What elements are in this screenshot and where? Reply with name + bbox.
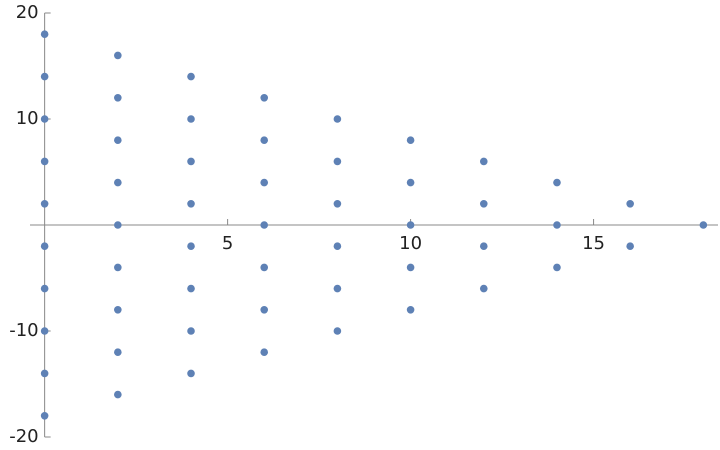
point bbox=[187, 284, 195, 293]
point bbox=[406, 306, 415, 314]
point bbox=[260, 94, 269, 102]
point bbox=[333, 327, 342, 335]
y-tick-label: -10 bbox=[9, 320, 38, 341]
point bbox=[187, 369, 195, 378]
point bbox=[479, 242, 488, 250]
point bbox=[187, 115, 195, 123]
point bbox=[187, 200, 195, 208]
point bbox=[626, 242, 634, 250]
point bbox=[114, 263, 122, 272]
point bbox=[40, 284, 49, 293]
point bbox=[553, 178, 561, 187]
point bbox=[406, 263, 415, 272]
point bbox=[626, 200, 634, 208]
point bbox=[333, 284, 342, 293]
point bbox=[260, 221, 269, 229]
point bbox=[553, 221, 561, 229]
point bbox=[333, 115, 342, 123]
point bbox=[479, 284, 488, 293]
point bbox=[187, 157, 195, 166]
point bbox=[187, 72, 195, 81]
y-tick-label: 10 bbox=[16, 108, 39, 129]
point bbox=[40, 30, 49, 38]
point bbox=[114, 178, 122, 187]
point bbox=[40, 200, 49, 208]
point bbox=[260, 178, 269, 187]
point bbox=[406, 178, 415, 187]
point bbox=[333, 157, 342, 166]
point bbox=[260, 136, 269, 144]
y-tick-label: -20 bbox=[9, 426, 38, 447]
point bbox=[553, 263, 561, 272]
point bbox=[114, 348, 122, 357]
point bbox=[333, 200, 342, 208]
point bbox=[260, 306, 269, 314]
point bbox=[187, 242, 195, 250]
x-tick-label: 10 bbox=[399, 233, 422, 254]
point bbox=[114, 94, 122, 102]
point bbox=[40, 369, 49, 378]
point bbox=[114, 136, 122, 144]
point bbox=[699, 221, 708, 229]
point bbox=[333, 242, 342, 250]
point bbox=[479, 200, 488, 208]
point bbox=[40, 157, 49, 166]
point bbox=[40, 327, 49, 335]
x-tick-label: 15 bbox=[582, 233, 605, 254]
point bbox=[114, 51, 122, 60]
point bbox=[260, 348, 269, 357]
point bbox=[406, 136, 415, 144]
point bbox=[479, 157, 488, 166]
x-tick-label: 5 bbox=[222, 233, 233, 254]
point bbox=[40, 115, 49, 123]
point bbox=[114, 390, 122, 399]
point bbox=[406, 221, 415, 229]
point bbox=[40, 72, 49, 81]
point bbox=[187, 327, 195, 335]
y-tick-label: 20 bbox=[16, 2, 39, 23]
point bbox=[114, 306, 122, 314]
point bbox=[40, 242, 49, 250]
point bbox=[40, 412, 49, 420]
point bbox=[114, 221, 122, 229]
point bbox=[260, 263, 269, 272]
